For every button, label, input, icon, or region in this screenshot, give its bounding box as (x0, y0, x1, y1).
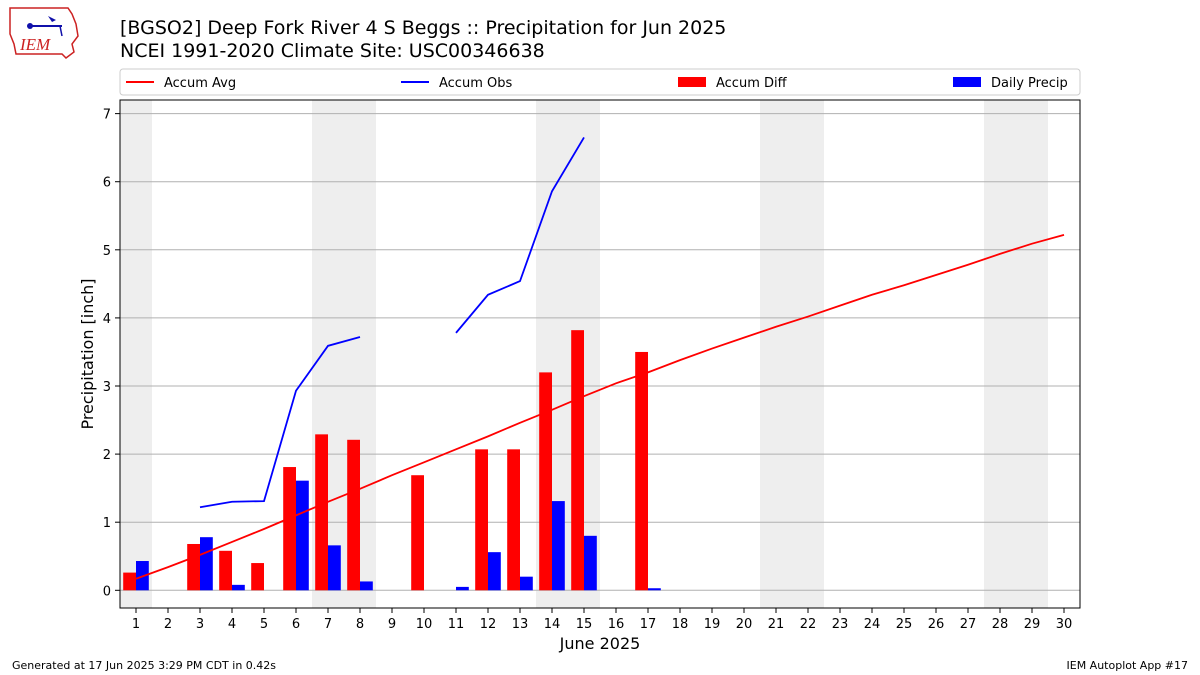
daily-precip-bar-17 (648, 588, 661, 591)
x-tick-label-30: 30 (1056, 617, 1073, 632)
svg-text:IEM: IEM (19, 35, 51, 54)
lines (135, 136, 1065, 580)
chart-title: [BGSO2] Deep Fork River 4 S Beggs :: Pre… (120, 17, 727, 39)
x-tick-label-28: 28 (992, 617, 1009, 632)
daily-precip-bar-11 (456, 586, 469, 591)
x-tick-label-15: 15 (576, 617, 593, 632)
legend-box (119, 68, 1081, 96)
accum-diff-bar-10 (411, 475, 424, 591)
accum-obs-line-1 (455, 136, 585, 334)
x-tick-label-21: 21 (768, 617, 785, 632)
x-tick-label-11: 11 (448, 617, 465, 632)
legend-label-accum-avg: Accum Avg (164, 76, 236, 91)
weekend-band-0 (120, 100, 152, 608)
accum-diff-bar-6 (283, 467, 296, 591)
accum-diff-bar-4 (219, 550, 232, 591)
accum-diff-bar-5 (251, 563, 264, 591)
x-tick-label-19: 19 (704, 617, 721, 632)
accum-avg-line-0 (135, 233, 1065, 580)
y-tick-label-4: 4 (103, 312, 111, 327)
x-axis-label: June 2025 (559, 634, 641, 653)
x-tick-label-7: 7 (324, 617, 332, 632)
y-tick-label-1: 1 (103, 516, 111, 531)
x-tick-label-8: 8 (356, 617, 364, 632)
x-tick-label-4: 4 (228, 617, 236, 632)
accum-diff-bar-13 (507, 449, 520, 591)
daily-precip-bar-14 (552, 501, 565, 591)
x-tick-label-16: 16 (608, 617, 625, 632)
y-tick-label-7: 7 (103, 108, 111, 123)
y-tick-label-2: 2 (103, 448, 111, 463)
daily-precip-bar-12 (488, 552, 501, 591)
daily-precip-bar-13 (520, 576, 533, 591)
daily-precip-bar-8 (360, 581, 373, 591)
daily-precip-bar-15 (584, 535, 597, 591)
x-tick-label-26: 26 (928, 617, 945, 632)
x-tick-label-2: 2 (164, 617, 172, 632)
weekend-band-1 (312, 100, 376, 608)
iem-logo: IEM (9, 7, 79, 59)
accum-diff-bar-15 (571, 330, 584, 591)
x-tick-label-18: 18 (672, 617, 689, 632)
accum-diff-bar-7 (315, 434, 328, 591)
weekend-band-4 (984, 100, 1048, 608)
accum-diff-bar-8 (347, 439, 360, 591)
x-tick-label-3: 3 (196, 617, 204, 632)
x-tick-label-9: 9 (388, 617, 396, 632)
daily-precip-bar-7 (328, 545, 341, 591)
x-tick-label-24: 24 (864, 617, 881, 632)
x-tick-label-20: 20 (736, 617, 753, 632)
x-tick-label-22: 22 (800, 617, 817, 632)
legend-swatch-accum-diff (678, 77, 706, 87)
x-tick-label-23: 23 (832, 617, 849, 632)
x-tick-label-1: 1 (132, 617, 140, 632)
y-axis-label: Precipitation [inch] (78, 278, 97, 429)
x-tick-label-29: 29 (1024, 617, 1041, 632)
x-tick-label-10: 10 (416, 617, 433, 632)
weekend-shading (120, 100, 1048, 608)
accum-diff-bar-14 (539, 372, 552, 591)
daily-precip-bar-3 (200, 537, 213, 591)
daily-precip-bar-4 (232, 584, 245, 591)
plot-frame (119, 99, 1081, 609)
legend-label-daily-precip: Daily Precip (991, 76, 1068, 91)
chart-subtitle: NCEI 1991-2020 Climate Site: USC00346638 (120, 40, 545, 62)
daily-precip-bar-1 (136, 561, 149, 591)
legend-label-accum-obs: Accum Obs (439, 76, 512, 91)
weekend-band-2 (536, 100, 600, 608)
generated-timestamp: Generated at 17 Jun 2025 3:29 PM CDT in … (12, 659, 277, 672)
app-label: IEM Autoplot App #17 (1066, 659, 1189, 672)
x-tick-label-13: 13 (512, 617, 529, 632)
accum-diff-bar-12 (475, 449, 488, 591)
daily-precip-bar-6 (296, 480, 309, 591)
y-tick-label-3: 3 (103, 380, 111, 395)
bars (123, 330, 661, 591)
x-tick-label-6: 6 (292, 617, 300, 632)
x-tick-label-12: 12 (480, 617, 497, 632)
weekend-band-3 (760, 100, 824, 608)
x-tick-label-25: 25 (896, 617, 913, 632)
y-tick-label-6: 6 (103, 176, 111, 191)
x-tick-label-5: 5 (260, 617, 268, 632)
y-tick-label-0: 0 (103, 584, 111, 599)
y-gridlines (120, 113, 1080, 591)
x-tick-label-14: 14 (544, 617, 561, 632)
legend: Accum Avg Accum Obs Accum Diff Daily Precip (119, 68, 1081, 96)
x-tick-label-17: 17 (640, 617, 657, 632)
legend-label-accum-diff: Accum Diff (716, 76, 788, 91)
accum-diff-bar-1 (123, 572, 136, 591)
x-tick-label-27: 27 (960, 617, 977, 632)
accum-diff-bar-17 (635, 351, 648, 591)
legend-swatch-daily-precip (953, 77, 981, 87)
y-tick-label-5: 5 (103, 244, 111, 259)
accum-diff-bar-3 (187, 543, 200, 591)
accum-obs-line-0 (199, 336, 361, 509)
